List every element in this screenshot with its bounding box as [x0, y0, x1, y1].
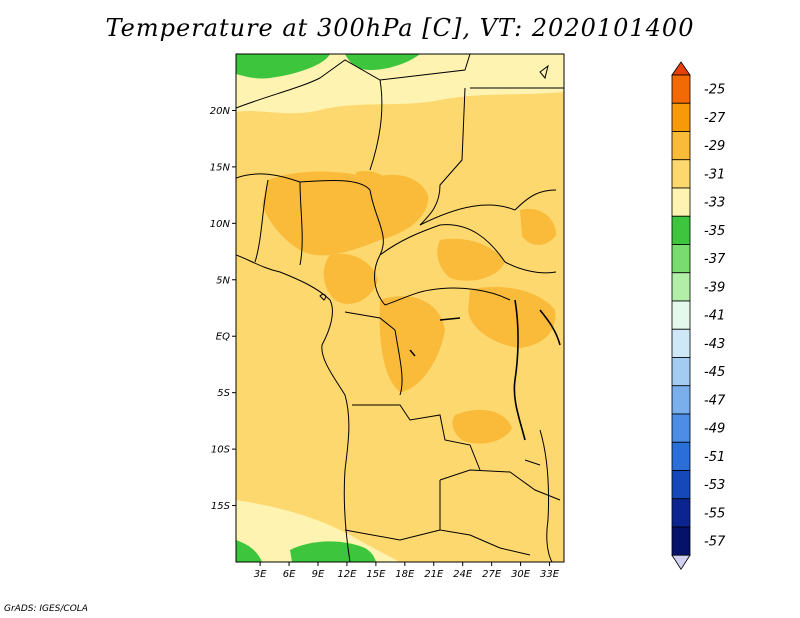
lon-tick-label: 18E: [395, 569, 415, 580]
colorbar-label: -55: [704, 506, 725, 521]
colorbar-swatch: [671, 300, 691, 330]
country-borders: [236, 54, 564, 562]
colorbar-top-arrow: [671, 61, 691, 76]
colorbar-swatch: [671, 187, 691, 217]
field-patch-congo: [379, 296, 445, 392]
colorbar: -25 -27 -29 -31 -33 -35 -37 -39 -41 -43 -45 -47 -49 -…: [671, 61, 726, 570]
colorbar-swatch: [671, 498, 691, 528]
lon-tick-label: 12E: [337, 569, 357, 580]
colorbar-label: -27: [704, 111, 726, 126]
longitude-axis: 3E 6E 9E 12E 15E 18E 21E 24E 27E 30E 33E: [254, 562, 560, 580]
colorbar-swatch: [671, 470, 691, 500]
field-south-green-west: [236, 540, 262, 562]
grads-credit: GrADS: IGES/COLA: [4, 604, 88, 614]
field-patch-west-africa: [262, 171, 429, 256]
colorbar-label: -35: [704, 224, 725, 239]
colorbar-swatch: [671, 74, 691, 104]
colorbar-label: -57: [704, 535, 726, 550]
colorbar-label: -25: [704, 83, 725, 98]
field-north-pale: [236, 54, 564, 114]
lon-tick-label: 9E: [312, 569, 325, 580]
lon-tick-label: 27E: [482, 569, 502, 580]
lon-tick-label: 24E: [453, 569, 473, 580]
colorbar-swatch: [671, 526, 691, 556]
lat-tick-label: EQ: [216, 332, 230, 343]
map-title: Temperature at 300hPa [C], VT: 202010140…: [105, 14, 695, 42]
lat-tick-label: 20N: [210, 106, 231, 117]
colorbar-label: -39: [704, 280, 725, 295]
lat-tick-label: 10S: [211, 445, 231, 456]
colorbar-label: -47: [704, 393, 726, 408]
colorbar-swatch: [671, 413, 691, 443]
lat-tick-label: 10N: [210, 219, 231, 230]
field-south-green-mid: [290, 541, 376, 562]
colorbar-label: -29: [704, 139, 725, 154]
field-patch-niger: [356, 170, 392, 194]
colorbar-swatch: [671, 131, 691, 161]
colorbar-label: -49: [704, 422, 725, 437]
lat-tick-label: 15N: [210, 162, 231, 173]
colorbar-label: -37: [704, 252, 726, 267]
lon-tick-label: 21E: [424, 569, 444, 580]
colorbar-swatch: [671, 328, 691, 358]
lat-tick-label: 15S: [211, 501, 231, 512]
colorbar-label: -33: [704, 196, 725, 211]
colorbar-swatch: [671, 272, 691, 302]
field-north-green-west: [236, 54, 330, 79]
colorbar-swatch: [671, 441, 691, 471]
colorbar-swatch: [671, 102, 691, 132]
lon-tick-label: 33E: [540, 569, 560, 580]
lon-tick-label: 30E: [511, 569, 531, 580]
lat-tick-label: 5S: [217, 388, 230, 399]
colorbar-label: -31: [704, 167, 725, 182]
map-frame: [235, 53, 565, 563]
colorbar-swatch: [671, 357, 691, 387]
colorbar-label: -53: [704, 478, 725, 493]
lon-tick-label: 6E: [283, 569, 296, 580]
field-patch-car: [437, 238, 505, 281]
colorbar-swatch: [671, 215, 691, 245]
lon-tick-label: 3E: [254, 569, 267, 580]
colorbar-bottom-arrow: [671, 554, 691, 570]
colorbar-swatch: [671, 385, 691, 415]
colorbar-swatch: [671, 159, 691, 189]
latitude-axis: 20N 15N 10N 5N EQ 5S 10S 15S: [210, 106, 236, 512]
lon-tick-label: 15E: [366, 569, 386, 580]
field-patch-south-drc: [452, 409, 512, 444]
field-north-green-mid: [345, 54, 420, 70]
lat-tick-label: 5N: [216, 275, 230, 286]
colorbar-label: -51: [704, 450, 725, 465]
field-patch-ethiopia: [520, 208, 556, 245]
colorbar-label: -41: [704, 309, 725, 324]
colorbar-label: -43: [704, 337, 725, 352]
temperature-field: [236, 54, 564, 562]
field-patch-drc-east: [468, 286, 556, 348]
colorbar-label: -45: [704, 365, 725, 380]
colorbar-swatch: [671, 244, 691, 274]
field-patch-cameroon: [323, 253, 378, 304]
